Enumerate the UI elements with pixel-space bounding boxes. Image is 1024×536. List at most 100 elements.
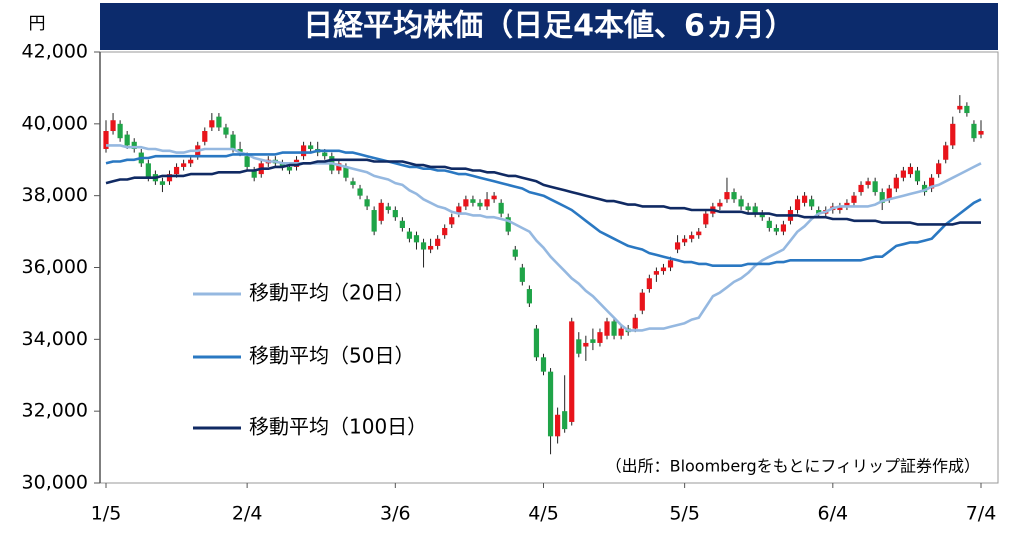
y-tick-label: 34,000: [22, 328, 88, 350]
candle-body: [364, 199, 370, 207]
candle-body: [604, 321, 610, 336]
candle-body: [738, 199, 744, 207]
candle-body: [202, 131, 208, 142]
candle-body: [696, 231, 702, 236]
x-tick-label: 2/4: [232, 503, 263, 525]
candle-body: [378, 202, 384, 221]
legend-label: 移動平均（100日）: [249, 415, 427, 439]
candle-body: [357, 188, 363, 196]
candle-body: [392, 210, 398, 218]
candle-body: [900, 170, 906, 178]
candle-body: [230, 134, 236, 149]
candle-body: [618, 328, 624, 336]
candle-body: [936, 163, 942, 175]
candle-body: [216, 116, 222, 128]
candle-body: [435, 238, 441, 246]
candle-body: [773, 227, 779, 232]
candle-body: [759, 213, 765, 218]
candle-body: [865, 181, 871, 185]
candle-body: [540, 357, 547, 372]
x-tick-label: 3/6: [380, 503, 411, 525]
candle-body: [731, 192, 737, 200]
candle-body: [343, 166, 349, 178]
y-tick-label: 40,000: [22, 112, 88, 134]
x-tick-label: 1/5: [91, 503, 122, 525]
x-tick-label: 4/5: [528, 503, 559, 525]
candle-body: [512, 249, 518, 257]
candle-body: [505, 217, 511, 232]
candle-body: [470, 199, 476, 203]
candle-body: [921, 184, 928, 193]
x-tick-label: 6/4: [818, 503, 849, 525]
y-tick-label: 38,000: [22, 184, 88, 206]
candle-body: [971, 123, 977, 139]
candle-body: [943, 145, 949, 160]
candle-body: [590, 339, 596, 343]
candle-body: [385, 206, 391, 211]
candle-body: [766, 220, 772, 228]
candle-body: [145, 163, 151, 178]
candle-body: [427, 245, 434, 250]
candle-body: [300, 145, 307, 157]
candle-body: [547, 371, 554, 437]
candle-body: [801, 195, 808, 203]
candle-body: [646, 278, 652, 290]
y-tick-label: 32,000: [22, 400, 88, 422]
candle-body: [837, 206, 843, 211]
candle-body: [879, 192, 885, 203]
candle-body: [752, 206, 758, 214]
candle-body: [117, 123, 123, 139]
candle-body: [745, 206, 751, 211]
candle-body: [667, 260, 674, 268]
candle-body: [717, 202, 723, 207]
moving-average-line: [105, 158, 981, 226]
candle-body: [950, 123, 956, 146]
candle-body: [181, 163, 187, 167]
y-unit: 円: [29, 14, 46, 34]
candle-body: [780, 224, 787, 232]
candle-body: [159, 181, 166, 185]
candle-body: [844, 202, 850, 207]
candle-body: [583, 342, 589, 347]
candle-body: [660, 267, 667, 272]
candle-body: [371, 210, 377, 232]
candle-body: [322, 152, 328, 157]
candle-body: [286, 166, 293, 171]
candle-body: [244, 156, 250, 167]
candle-body: [886, 188, 892, 200]
source-note: （出所：Bloombergをもとにフィリップ証券作成）: [606, 457, 980, 476]
candle-body: [124, 134, 130, 146]
candle-body: [689, 235, 695, 239]
candle-body: [223, 127, 229, 135]
candle-body: [251, 170, 257, 178]
legend-label: 移動平均（50日）: [249, 344, 414, 368]
moving-average-line: [105, 149, 982, 268]
candle-body: [809, 199, 815, 207]
candle-body: [406, 231, 413, 239]
y-tick-label: 30,000: [22, 472, 88, 494]
candle-body: [851, 195, 857, 203]
candle-body: [597, 332, 603, 343]
x-tick-label: 7/4: [966, 503, 997, 525]
candle-body: [279, 163, 286, 167]
candle-body: [858, 184, 864, 193]
candle-body: [103, 131, 109, 149]
candle-body: [237, 148, 243, 153]
candle-body: [653, 271, 660, 275]
legend-label: 移動平均（20日）: [249, 281, 414, 305]
candle-body: [173, 166, 180, 175]
candle-body: [929, 177, 935, 189]
candle-body: [639, 292, 645, 311]
candle-body: [611, 321, 617, 336]
candle-body: [562, 411, 568, 430]
title-band: [100, 3, 998, 50]
candle-body: [498, 202, 504, 214]
candle-body: [682, 238, 688, 243]
candle-body: [872, 181, 878, 193]
candle-body: [794, 199, 801, 211]
candle-body: [110, 120, 116, 132]
chart-title: 日経平均株価（日足4本値、6ヵ月）: [303, 9, 795, 44]
candle-body: [131, 141, 137, 149]
